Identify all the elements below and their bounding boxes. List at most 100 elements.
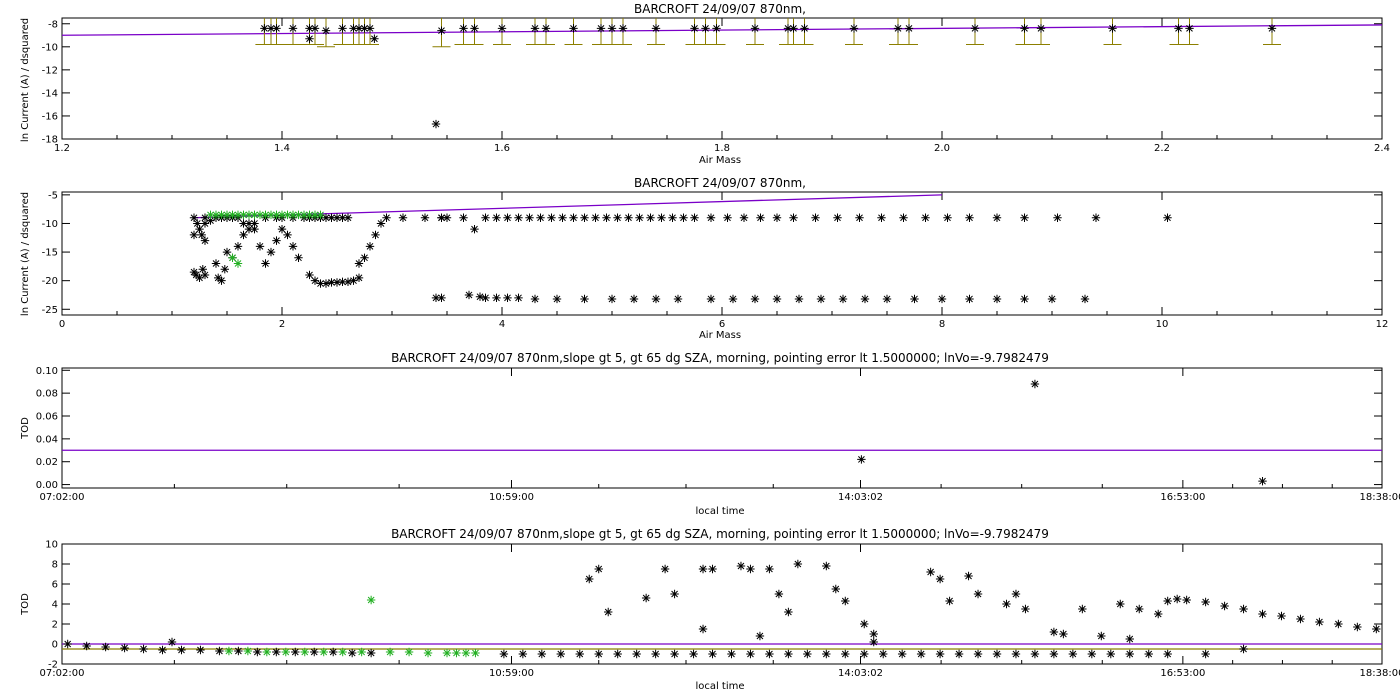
data-point [607, 24, 617, 33]
data-point [211, 259, 221, 268]
x-tick-label: 14:03:02 [838, 492, 883, 503]
data-point [1078, 604, 1087, 614]
data-point [1201, 597, 1210, 607]
data-point [255, 210, 265, 220]
data-point [329, 647, 338, 657]
data-point [266, 210, 276, 220]
x-axis-label: local time [695, 506, 744, 517]
data-point [803, 649, 812, 659]
data-point [442, 213, 452, 222]
data-point [120, 643, 129, 653]
x-tick-label: 10:59:00 [489, 492, 534, 503]
data-point [530, 24, 540, 33]
data-point [376, 219, 386, 228]
data-point [299, 210, 309, 220]
data-point [537, 649, 547, 659]
data-point [954, 649, 964, 659]
y-tick-label: -12 [42, 65, 58, 76]
data-point [879, 649, 888, 659]
data-point [1097, 631, 1106, 641]
data-point [195, 273, 204, 283]
y-tick-label: 0.02 [36, 457, 58, 468]
data-point [398, 213, 408, 222]
data-point [365, 242, 375, 251]
data-point [1087, 649, 1097, 659]
data-point [347, 648, 357, 658]
data-point [646, 213, 655, 222]
data-point [220, 265, 229, 274]
data-point [366, 595, 376, 605]
plot-area [62, 18, 1382, 129]
chart-panel-tod-filtered: BARCROFT 24/09/07 870nm,slope gt 5, gt 6… [20, 351, 1400, 517]
data-point [310, 276, 320, 285]
data-point [1068, 649, 1078, 659]
data-point [200, 219, 210, 228]
data-point [200, 236, 210, 245]
data-point [556, 649, 565, 659]
data-point [294, 253, 303, 262]
data-point [518, 649, 528, 659]
data-point [470, 224, 479, 234]
data-point [755, 631, 765, 641]
data-point [437, 26, 446, 35]
data-point [1030, 649, 1040, 659]
data-point [1116, 599, 1125, 609]
data-point [765, 649, 774, 659]
y-tick-label: -8 [48, 19, 58, 30]
data-point [217, 210, 226, 220]
data-point [177, 645, 186, 655]
data-point [723, 213, 732, 222]
data-point [211, 210, 221, 220]
data-point [327, 213, 336, 222]
data-point [624, 213, 633, 222]
data-point [492, 213, 501, 222]
data-point [746, 564, 755, 574]
data-point [712, 24, 721, 33]
y-tick-label: -18 [42, 135, 58, 146]
x-tick-label: 0 [59, 319, 65, 330]
data-point [283, 230, 292, 240]
x-tick-label: 2 [279, 319, 285, 330]
data-point [793, 559, 803, 569]
x-tick-label: 10:59:00 [489, 668, 534, 679]
data-point [1144, 649, 1153, 659]
plot-frame [61, 367, 1383, 489]
data-point [547, 213, 556, 222]
chart-title: BARCROFT 24/09/07 870nm, [634, 2, 806, 16]
data-point [492, 293, 501, 303]
data-point [437, 293, 446, 303]
data-point [657, 213, 666, 222]
data-point [618, 24, 628, 33]
data-point [475, 292, 485, 301]
data-point [192, 270, 201, 280]
data-point [260, 24, 269, 33]
data-point [288, 210, 298, 220]
data-point [281, 647, 290, 657]
data-point [239, 210, 248, 220]
data-point [1163, 649, 1172, 659]
y-tick-label: -20 [42, 276, 58, 287]
data-point [261, 210, 270, 220]
data-point [849, 24, 859, 33]
x-tick-label: 4 [499, 319, 505, 330]
data-point [239, 230, 248, 240]
data-point [916, 649, 926, 659]
data-point [591, 213, 600, 222]
x-tick-label: 07:02:00 [40, 492, 85, 503]
data-point [321, 279, 331, 288]
data-point [552, 294, 562, 304]
data-point [800, 24, 809, 33]
data-point [992, 649, 1002, 659]
data-point [670, 589, 679, 599]
data-point [822, 649, 831, 659]
data-point [288, 242, 298, 251]
data-point [461, 648, 471, 658]
data-point [899, 213, 908, 222]
y-tick-label: 8 [52, 560, 58, 571]
data-point [831, 584, 840, 594]
data-point [641, 593, 651, 603]
data-point [965, 294, 974, 304]
data-point [244, 219, 254, 228]
data-point [1174, 24, 1183, 33]
